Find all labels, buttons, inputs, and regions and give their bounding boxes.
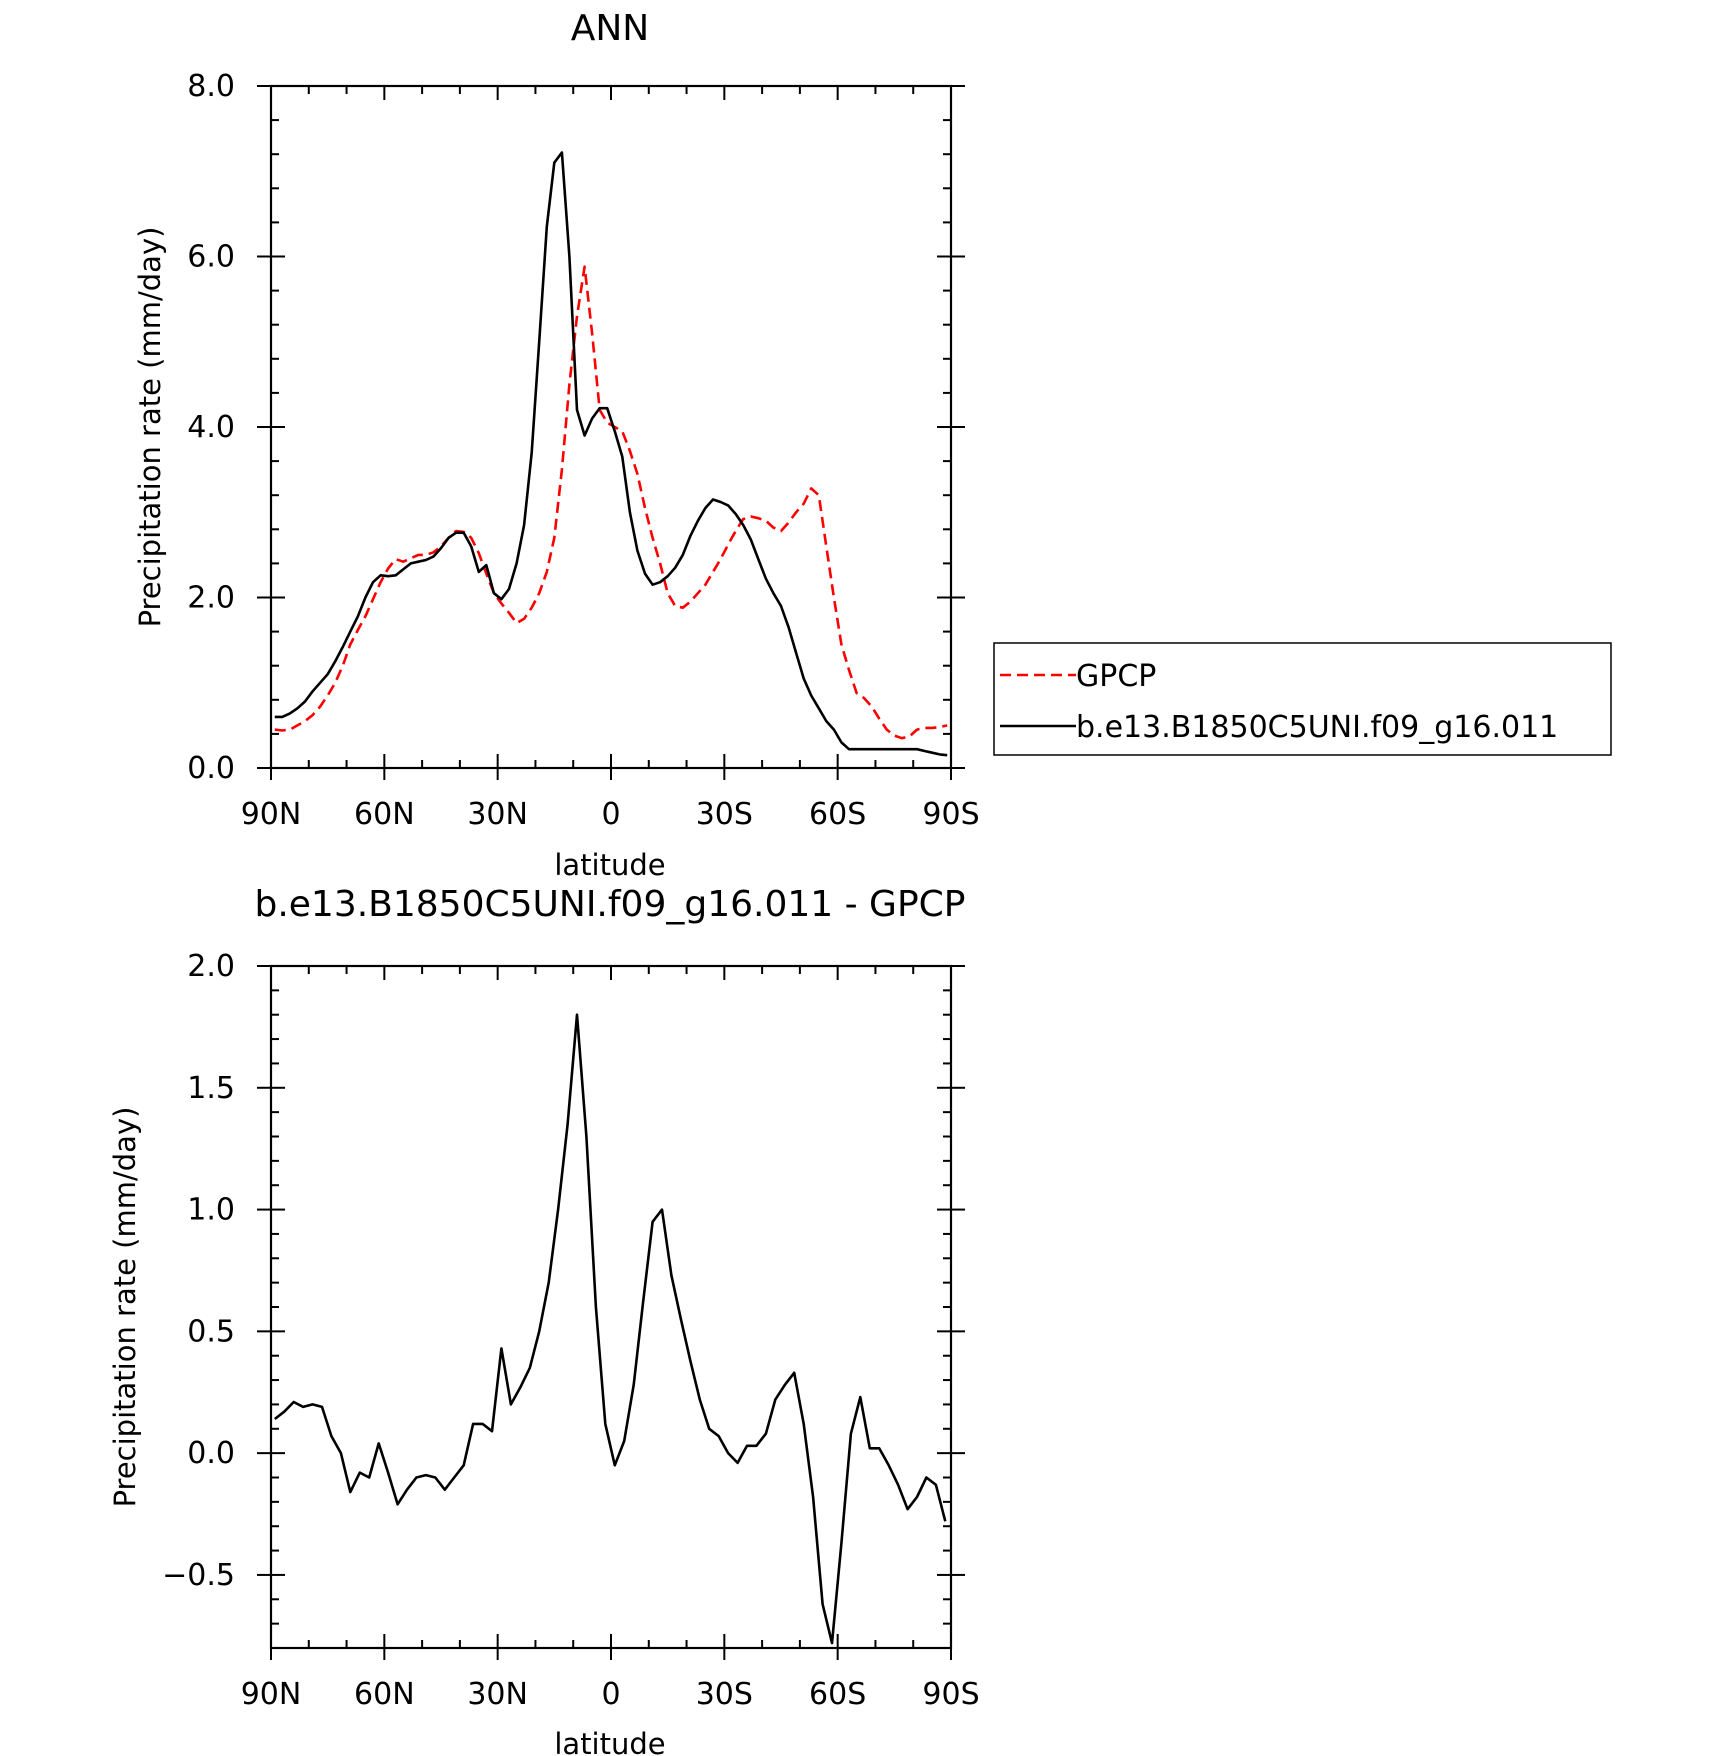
y-tick-label: 4.0: [187, 410, 235, 445]
legend-label-gpcp: GPCP: [1076, 659, 1156, 694]
bottom-chart-x-axis-label: latitude: [554, 1727, 665, 1756]
series-line-gpcp: [274, 265, 948, 740]
bottom-chart-title: b.e13.B1850C5UNI.f09_g16.011 - GPCP: [254, 884, 965, 925]
x-tick-label: 30N: [467, 797, 528, 832]
x-tick-label: 90N: [241, 1677, 302, 1712]
y-tick-label: 2.0: [187, 949, 235, 984]
x-tick-label: 90N: [241, 797, 302, 832]
x-tick-label: 60N: [354, 1677, 415, 1712]
bottom-chart: b.e13.B1850C5UNI.f09_g16.011 - GPCP 90N 6…: [108, 884, 980, 1756]
y-tick-label: 1.5: [187, 1071, 235, 1106]
series-line-model: [274, 151, 948, 757]
y-tick-label: 8.0: [187, 69, 235, 104]
y-tick-label: 0.0: [187, 751, 235, 786]
bottom-chart-ticks: [257, 965, 965, 1660]
y-tick-label: 0.5: [187, 1314, 235, 1349]
series-line-model: [274, 1013, 947, 1645]
x-tick-label: 90S: [922, 797, 979, 832]
bottom-chart-series: [274, 1013, 947, 1645]
x-tick-label: 60S: [809, 797, 866, 832]
top-chart-x-axis-label: latitude: [554, 848, 665, 882]
bottom-chart-plot-area: [269, 964, 953, 1650]
top-chart-ticks: [257, 85, 965, 780]
x-tick-label: 30S: [696, 1677, 753, 1712]
x-tick-label: 90S: [922, 1677, 979, 1712]
y-tick-label: 6.0: [187, 240, 235, 275]
x-tick-label: 0: [601, 1677, 620, 1712]
x-tick-label: 60S: [809, 1677, 866, 1712]
top-chart-series: [274, 151, 948, 757]
y-tick-label: 1.0: [187, 1193, 235, 1228]
top-chart-tick-labels: 90N 60N 30N 0 30S 60S 90S 0.0 2.0 4.0 6.0 8.0: [187, 69, 979, 832]
bottom-chart-y-axis-label: Precipitation rate (mm/day): [108, 1107, 142, 1508]
x-tick-label: 0: [601, 797, 620, 832]
top-chart-plot-area: [269, 84, 953, 770]
x-tick-label: 60N: [354, 797, 415, 832]
legend-label-model: b.e13.B1850C5UNI.f09_g16.011: [1076, 710, 1558, 745]
x-tick-label: 30S: [696, 797, 753, 832]
legend: GPCP b.e13.B1850C5UNI.f09_g16.011: [993, 642, 1612, 756]
y-tick-label: −0.5: [162, 1558, 235, 1593]
top-chart: ANN 90N 60N 30N 0 30S 60S 90S 0.0 2.0 4.0 6.0 8.0 l…: [133, 8, 1612, 882]
top-chart-title: ANN: [571, 8, 650, 49]
bottom-chart-tick-labels: 90N 60N 30N 0 30S 60S 90S −0.5 0.0 0.5 1.0 1.5 2.0: [162, 949, 979, 1712]
legend-box: [993, 642, 1612, 756]
y-tick-label: 0.0: [187, 1436, 235, 1471]
y-tick-label: 2.0: [187, 581, 235, 616]
top-chart-y-axis-label: Precipitation rate (mm/day): [133, 227, 167, 628]
x-tick-label: 30N: [467, 1677, 528, 1712]
